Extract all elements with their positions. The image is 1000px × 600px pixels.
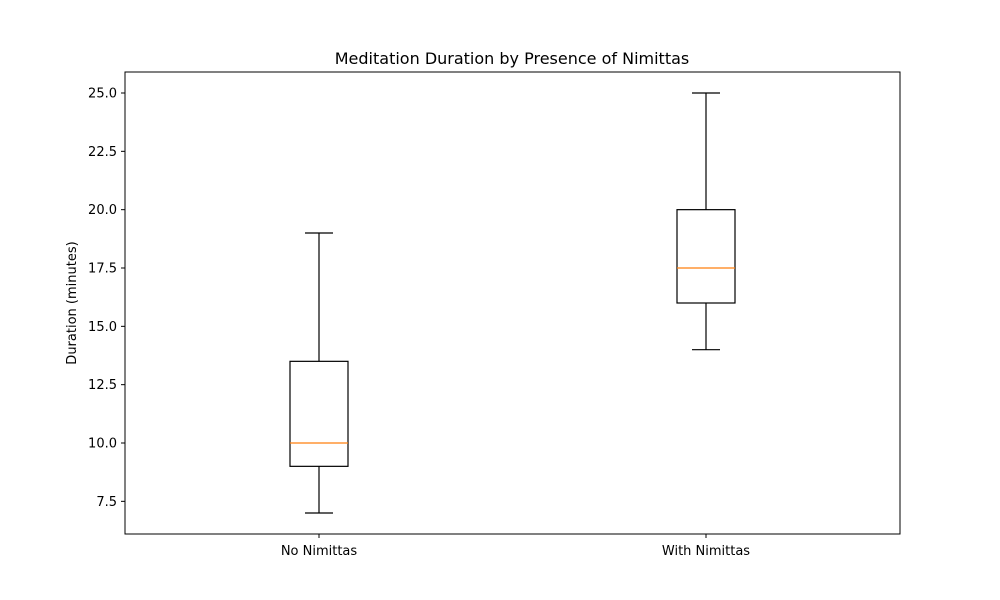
x-tick-label: No Nimittas [281, 544, 358, 559]
y-tick-label: 15.0 [88, 320, 117, 335]
y-tick-label: 17.5 [88, 262, 117, 277]
y-tick-label: 20.0 [88, 203, 117, 218]
box-iqr [676, 209, 736, 304]
chart-title: Meditation Duration by Presence of Nimit… [335, 49, 689, 68]
box-iqr [289, 360, 349, 467]
y-tick-label: 12.5 [88, 378, 117, 393]
y-tick-label: 7.5 [96, 495, 117, 510]
y-axis-label: Duration (minutes) [65, 241, 80, 364]
y-tick-label: 10.0 [88, 437, 117, 452]
y-tick-label: 25.0 [88, 87, 117, 102]
x-tick-label: With Nimittas [662, 544, 750, 559]
y-tick-label: 22.5 [88, 145, 117, 160]
axes-frame [124, 71, 901, 535]
plot-area: 7.5 10.0 12.5 15.0 17.5 20.0 22.5 25.0 No Nimitt… [88, 71, 901, 559]
